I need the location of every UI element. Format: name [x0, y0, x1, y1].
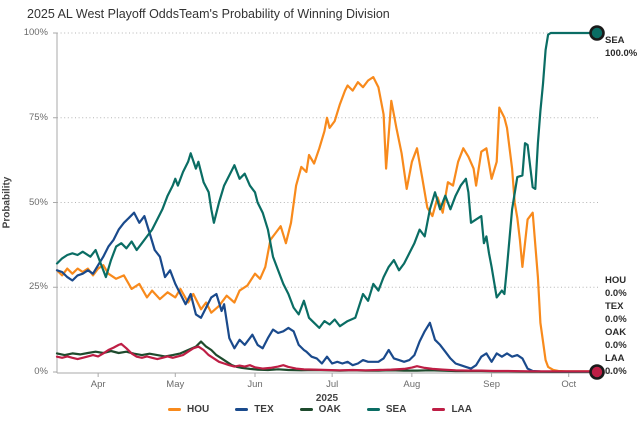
- end-label-laa-team: LAA: [605, 353, 625, 364]
- y-tick-50: 50%: [28, 197, 48, 208]
- laa-series-swatch: [432, 407, 446, 412]
- x-tick-label-Jun: Jun: [247, 379, 263, 390]
- chart-subtitle: Team's Probability of Winning Division: [178, 7, 390, 21]
- chart-title: 2025 AL West Playoff OddsTeam's Probabil…: [27, 7, 390, 21]
- x-tick-label-Jul: Jul: [326, 379, 339, 390]
- x-tick-label-Oct: Oct: [561, 379, 577, 390]
- end-label-oak-team: OAK: [605, 327, 627, 338]
- x-axis-year-label: 2025: [315, 393, 339, 404]
- end-label-sea-team: SEA: [605, 35, 625, 46]
- sea-series-swatch: [366, 407, 380, 412]
- end-label-sea: SEA 100.0%: [605, 34, 639, 60]
- legend-item-oak[interactable]: OAK: [299, 404, 341, 415]
- hou-series-swatch: [167, 407, 181, 412]
- legend-label-sea: SEA: [385, 404, 407, 415]
- oak-series-swatch: [299, 407, 313, 412]
- legend-label-laa: LAA: [451, 404, 473, 415]
- series-line-sea: [55, 31, 599, 329]
- tex-series-swatch: [235, 407, 249, 412]
- x-tick-label-Apr: Apr: [90, 379, 106, 390]
- chart-title-main: 2025 AL West Playoff Odds: [27, 7, 179, 21]
- end-marker-sea: [589, 25, 605, 41]
- end-label-sea-value: 100.0%: [605, 48, 638, 59]
- series-line-hou: [55, 75, 599, 373]
- legend-item-tex[interactable]: TEX: [235, 404, 274, 415]
- end-label-oak-value: 0.0%: [605, 340, 627, 351]
- y-tick-0: 0%: [34, 366, 48, 377]
- y-tick-25: 25%: [28, 281, 48, 292]
- series-line-tex: [55, 211, 599, 373]
- end-label-tex-value: 0.0%: [605, 314, 627, 325]
- end-label-hou-value: 0.0%: [605, 288, 627, 299]
- legend-label-oak: OAK: [318, 404, 341, 415]
- legend-item-hou[interactable]: HOU: [167, 404, 210, 415]
- series-line-laa: [55, 342, 599, 373]
- y-tick-75: 75%: [28, 112, 48, 123]
- legend-item-sea[interactable]: SEA: [366, 404, 407, 415]
- end-label-hou-team: HOU: [605, 275, 627, 286]
- x-tick-label-Aug: Aug: [403, 379, 421, 390]
- end-marker-laa: [589, 364, 605, 380]
- legend: HOU TEX OAK SEA LAA: [0, 404, 640, 415]
- legend-item-laa[interactable]: LAA: [432, 404, 472, 415]
- x-tick-label-Sep: Sep: [483, 379, 501, 390]
- legend-label-tex: TEX: [254, 404, 274, 415]
- x-tick-label-May: May: [166, 379, 185, 390]
- end-label-oak: OAK 0.0%: [605, 326, 639, 352]
- end-label-hou: HOU 0.0%: [605, 274, 639, 300]
- end-label-tex-team: TEX: [605, 301, 624, 312]
- end-label-tex: TEX 0.0%: [605, 300, 639, 326]
- end-label-laa: LAA 0.0%: [605, 352, 639, 378]
- end-label-laa-value: 0.0%: [605, 366, 627, 377]
- legend-label-hou: HOU: [186, 404, 210, 415]
- y-tick-100: 100%: [23, 27, 48, 38]
